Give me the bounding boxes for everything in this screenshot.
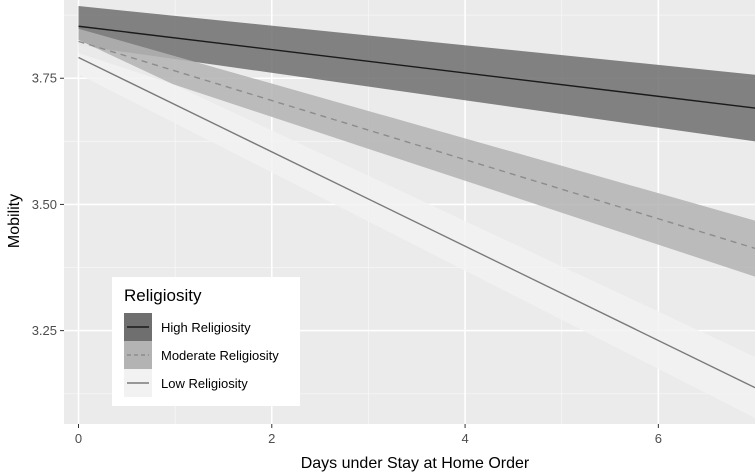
legend: Religiosity High Religiosity Moderate Rel… xyxy=(112,277,300,406)
x-tick-label: 4 xyxy=(461,431,468,446)
legend-title: Religiosity xyxy=(124,286,202,305)
confidence-bands xyxy=(78,6,755,418)
band-moderate xyxy=(78,28,755,277)
line-moderate xyxy=(78,40,755,250)
series-lines xyxy=(78,25,755,389)
y-axis-title: Mobility xyxy=(6,194,23,248)
line-low xyxy=(78,56,755,389)
band-high xyxy=(78,6,755,142)
x-tick-label: 6 xyxy=(655,431,662,446)
y-axis: 3.25 3.50 3.75 xyxy=(32,71,64,338)
legend-label: Low Religiosity xyxy=(161,376,248,391)
x-axis-title: Days under Stay at Home Order xyxy=(301,455,530,472)
x-tick-label: 0 xyxy=(75,431,82,446)
y-tick-label: 3.25 xyxy=(32,323,57,338)
x-tick-label: 2 xyxy=(268,431,275,446)
line-high xyxy=(78,25,755,109)
legend-label: Moderate Religiosity xyxy=(161,348,279,363)
legend-label: High Religiosity xyxy=(161,320,251,335)
y-tick-label: 3.75 xyxy=(32,71,57,86)
band-low xyxy=(78,39,755,418)
y-tick-label: 3.50 xyxy=(32,197,57,212)
x-axis: 0 2 4 6 xyxy=(75,424,662,446)
